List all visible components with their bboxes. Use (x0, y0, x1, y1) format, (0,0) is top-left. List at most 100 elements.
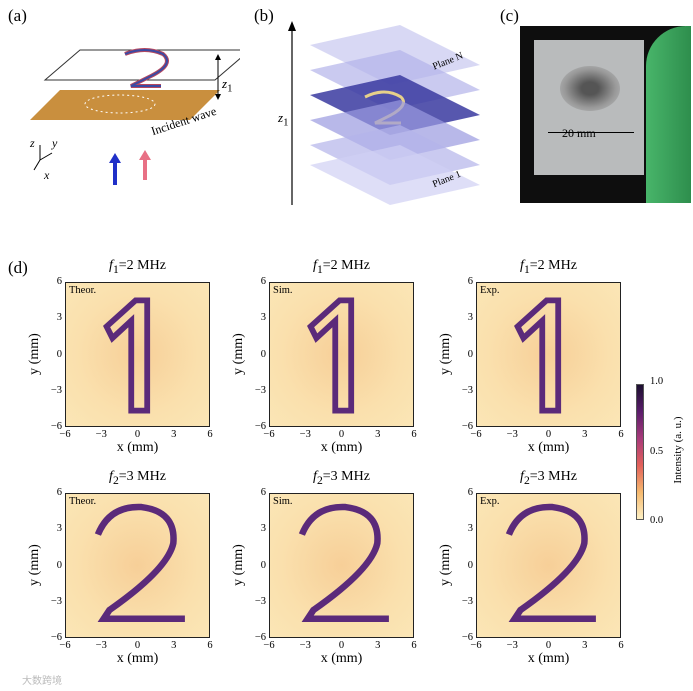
x-tick-label: −6 (470, 640, 482, 651)
x-tick-label: −6 (59, 429, 71, 440)
x-tick-label: −3 (299, 640, 311, 651)
axis-x-label: x (44, 168, 50, 182)
z1-label-b: z1 (278, 110, 289, 129)
y-tick-label: 3 (260, 523, 266, 535)
heatmap-title: f2=3 MHz (109, 469, 166, 487)
colorbar-label: Intensity (a. u.) (672, 416, 684, 484)
x-tick-label: 6 (618, 429, 624, 440)
x-tick-label: 3 (171, 429, 177, 440)
y-tick-label: −3 (50, 384, 62, 396)
colorbar-min: 0.0 (650, 515, 664, 526)
x-tick-label: 6 (207, 429, 213, 440)
y-tick-label: −3 (254, 595, 266, 607)
method-tag: Exp. (480, 496, 500, 507)
heatmap-plot (65, 282, 210, 427)
y-tick-label: 6 (56, 487, 62, 498)
x-tick-label: 0 (134, 640, 141, 651)
panel-b-diagram (288, 21, 480, 205)
heatmap-title: f2=3 MHz (313, 469, 370, 487)
y-tick-label: 3 (56, 523, 62, 535)
y-tick-label: 6 (260, 276, 266, 287)
x-tick-label: −3 (95, 429, 107, 440)
x-axis-label: x (mm) (320, 440, 363, 455)
y-tick-label: −6 (50, 421, 62, 432)
y-tick-label: 0 (467, 348, 473, 360)
heatmap-plot (65, 493, 210, 638)
scale-bar-label: 20 mm (562, 126, 596, 140)
y-axis-label: y (mm) (231, 332, 246, 375)
y-tick-label: 0 (260, 559, 266, 571)
y-tick-label: 0 (260, 348, 266, 360)
heatmap-plot (476, 282, 621, 427)
x-tick-label: 6 (207, 640, 213, 651)
y-tick-label: 0 (467, 559, 473, 571)
heatmap-title: f1=2 MHz (520, 258, 577, 276)
axis-z-label: z (30, 136, 35, 150)
x-tick-label: −6 (263, 429, 275, 440)
method-tag: Sim. (273, 496, 293, 507)
x-axis-label: x (mm) (116, 440, 159, 455)
x-tick-label: 3 (375, 640, 381, 651)
panel-d-label: (d) (8, 258, 28, 277)
x-tick-label: 6 (411, 429, 417, 440)
y-tick-label: −6 (50, 632, 62, 643)
heatmap-plot (476, 493, 621, 638)
y-axis-label: y (mm) (231, 543, 246, 586)
y-tick-label: −3 (461, 384, 473, 396)
panel-c-label: (c) (500, 6, 519, 25)
heatmap-title: f1=2 MHz (109, 258, 166, 276)
method-tag: Sim. (273, 285, 293, 296)
sample-photo (520, 26, 691, 203)
y-tick-label: 6 (56, 276, 62, 287)
method-tag: Theor. (69, 285, 97, 296)
colorbar-mid: 0.5 (650, 446, 664, 457)
watermark: 大数跨境 (22, 676, 62, 687)
y-tick-label: −6 (461, 421, 473, 432)
x-tick-label: 3 (582, 429, 588, 440)
x-tick-label: 3 (375, 429, 381, 440)
y-tick-label: −3 (461, 595, 473, 607)
y-tick-label: −3 (50, 595, 62, 607)
x-axis-label: x (mm) (527, 651, 570, 666)
colorbar-max: 1.0 (650, 376, 664, 387)
heatmap-title: f2=3 MHz (520, 469, 577, 487)
z1-label-a: z1 (222, 76, 233, 95)
x-tick-label: 0 (545, 429, 552, 440)
y-axis-label: y (mm) (27, 332, 42, 375)
x-axis-label: x (mm) (320, 651, 363, 666)
x-tick-label: 6 (411, 640, 417, 651)
x-tick-label: −6 (263, 640, 275, 651)
method-tag: Exp. (480, 285, 500, 296)
heatmap-plot (269, 282, 414, 427)
y-tick-label: 6 (467, 276, 473, 287)
axis-y-label: y (52, 136, 58, 150)
x-tick-label: −3 (506, 429, 518, 440)
y-tick-label: 3 (467, 523, 473, 535)
y-tick-label: −3 (254, 384, 266, 396)
y-tick-label: 3 (56, 312, 62, 324)
colorbar (636, 384, 644, 520)
y-tick-label: −6 (254, 632, 266, 643)
heatmap-plot (269, 493, 414, 638)
x-tick-label: −3 (95, 640, 107, 651)
y-axis-label: y (mm) (438, 332, 453, 375)
x-tick-label: 0 (338, 640, 345, 651)
y-tick-label: 6 (467, 487, 473, 498)
x-tick-label: −3 (299, 429, 311, 440)
heatmap-title: f1=2 MHz (313, 258, 370, 276)
x-tick-label: −6 (59, 640, 71, 651)
y-axis-label: y (mm) (27, 543, 42, 586)
y-tick-label: 3 (260, 312, 266, 324)
y-tick-label: −6 (461, 632, 473, 643)
panel-a-diagram (30, 48, 240, 185)
method-tag: Theor. (69, 496, 97, 507)
x-tick-label: −3 (506, 640, 518, 651)
y-tick-label: 6 (260, 487, 266, 498)
panel-b-label: (b) (254, 6, 274, 25)
panel-a-label: (a) (8, 6, 27, 25)
x-tick-label: 6 (618, 640, 624, 651)
x-tick-label: −6 (470, 429, 482, 440)
y-axis-label: y (mm) (438, 543, 453, 586)
x-tick-label: 0 (545, 640, 552, 651)
x-axis-label: x (mm) (527, 440, 570, 455)
